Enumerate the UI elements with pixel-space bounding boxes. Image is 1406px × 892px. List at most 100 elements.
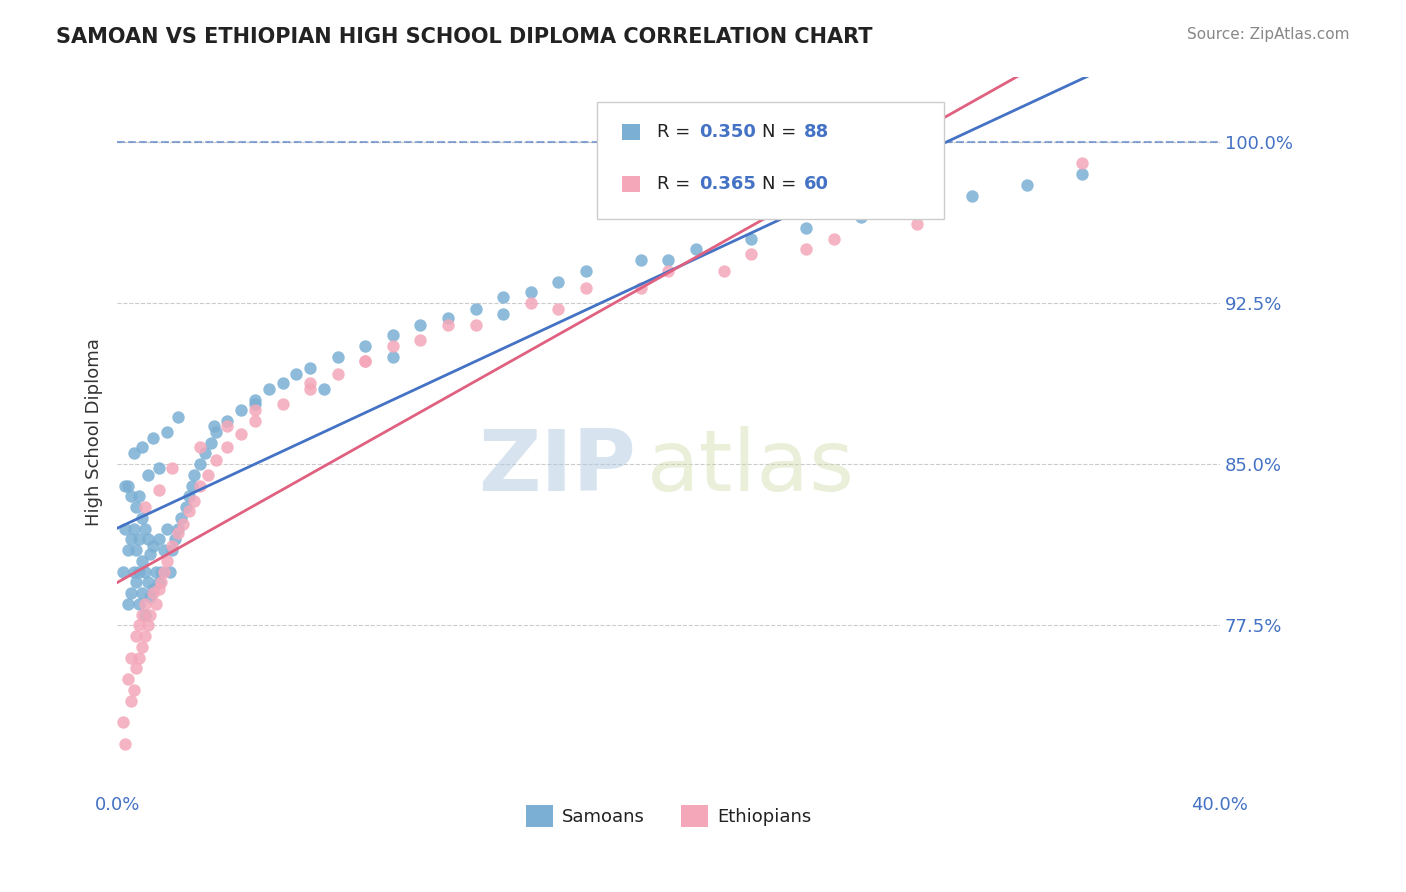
Text: atlas: atlas bbox=[647, 425, 855, 509]
Point bbox=[136, 618, 159, 632]
Point bbox=[1070, 167, 1092, 181]
Point bbox=[285, 367, 308, 381]
Point bbox=[243, 414, 266, 428]
Y-axis label: High School Diploma: High School Diploma bbox=[86, 338, 103, 526]
Point bbox=[128, 597, 150, 611]
Point bbox=[174, 500, 197, 515]
Point bbox=[299, 382, 322, 396]
Point bbox=[117, 672, 139, 686]
Point bbox=[685, 243, 707, 257]
Point bbox=[159, 565, 181, 579]
Point bbox=[156, 522, 179, 536]
Point bbox=[464, 302, 486, 317]
Point bbox=[114, 522, 136, 536]
Point bbox=[519, 296, 541, 310]
Point bbox=[437, 311, 460, 326]
Point bbox=[156, 425, 179, 439]
Text: R =: R = bbox=[658, 123, 696, 141]
Point bbox=[117, 478, 139, 492]
Point bbox=[409, 333, 432, 347]
Point bbox=[905, 217, 928, 231]
Point bbox=[165, 533, 187, 547]
Point bbox=[354, 354, 377, 368]
Point bbox=[575, 264, 598, 278]
Point bbox=[172, 517, 194, 532]
Point bbox=[128, 533, 150, 547]
Point bbox=[131, 607, 153, 622]
Point bbox=[381, 328, 404, 343]
Point bbox=[188, 440, 211, 454]
Point bbox=[202, 418, 225, 433]
Text: ZIP: ZIP bbox=[478, 425, 636, 509]
Point bbox=[128, 565, 150, 579]
Point bbox=[188, 478, 211, 492]
Point bbox=[145, 597, 167, 611]
Point bbox=[128, 650, 150, 665]
Point bbox=[142, 431, 165, 445]
Point bbox=[205, 425, 228, 439]
Point bbox=[166, 525, 188, 540]
Point bbox=[122, 446, 145, 460]
Point bbox=[131, 586, 153, 600]
Point bbox=[630, 253, 652, 268]
Point bbox=[492, 307, 515, 321]
Point bbox=[183, 493, 205, 508]
Point bbox=[142, 539, 165, 553]
Point bbox=[354, 354, 377, 368]
Point bbox=[136, 533, 159, 547]
Text: 60: 60 bbox=[804, 175, 830, 193]
Point bbox=[381, 350, 404, 364]
Point bbox=[271, 397, 294, 411]
Point bbox=[409, 318, 432, 332]
Point bbox=[169, 511, 191, 525]
Point bbox=[657, 264, 679, 278]
Point bbox=[575, 281, 598, 295]
Point bbox=[134, 522, 156, 536]
Point bbox=[823, 231, 845, 245]
Point bbox=[139, 607, 162, 622]
Point bbox=[134, 565, 156, 579]
Point bbox=[740, 231, 762, 245]
Point bbox=[1015, 178, 1038, 192]
Point bbox=[519, 285, 541, 300]
Point bbox=[125, 575, 148, 590]
Point bbox=[740, 246, 762, 260]
Point bbox=[136, 467, 159, 482]
Point bbox=[200, 435, 222, 450]
Point bbox=[134, 597, 156, 611]
Point bbox=[148, 461, 170, 475]
Point bbox=[111, 565, 134, 579]
Point bbox=[231, 403, 253, 417]
Point bbox=[136, 575, 159, 590]
Point bbox=[131, 554, 153, 568]
Text: 88: 88 bbox=[804, 123, 830, 141]
Point bbox=[148, 483, 170, 497]
FancyBboxPatch shape bbox=[621, 124, 640, 140]
Point bbox=[231, 427, 253, 442]
Point bbox=[217, 418, 239, 433]
Point bbox=[299, 360, 322, 375]
Point bbox=[145, 565, 167, 579]
Point bbox=[257, 382, 280, 396]
Point bbox=[713, 264, 735, 278]
Text: 0.350: 0.350 bbox=[699, 123, 756, 141]
Point bbox=[188, 457, 211, 471]
Point bbox=[177, 490, 200, 504]
Point bbox=[243, 403, 266, 417]
Point bbox=[117, 543, 139, 558]
Point bbox=[117, 597, 139, 611]
FancyBboxPatch shape bbox=[596, 103, 943, 219]
Point bbox=[794, 243, 817, 257]
Point bbox=[142, 582, 165, 596]
Point bbox=[134, 500, 156, 515]
Point bbox=[114, 478, 136, 492]
Point bbox=[153, 565, 176, 579]
Point bbox=[131, 640, 153, 654]
Point bbox=[150, 565, 173, 579]
Point bbox=[326, 350, 349, 364]
Point bbox=[326, 367, 349, 381]
Point bbox=[437, 318, 460, 332]
Point bbox=[120, 586, 142, 600]
Point bbox=[183, 467, 205, 482]
Point bbox=[142, 586, 165, 600]
